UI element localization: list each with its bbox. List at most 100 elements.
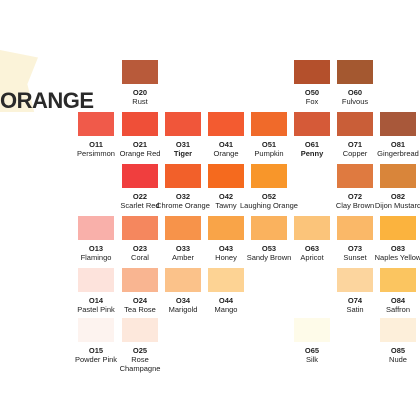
- swatch-name: Clay Brown: [335, 201, 375, 210]
- color-swatch: [380, 216, 416, 240]
- swatch-label: O41 Orange: [196, 140, 256, 158]
- swatch-label: O44 Mango: [196, 296, 256, 314]
- swatch-name: Pumpkin: [254, 149, 284, 158]
- swatch-name: Laughing Orange: [240, 201, 298, 210]
- color-swatch: [294, 112, 330, 136]
- swatch-code: O21: [132, 140, 148, 149]
- swatch-name: Rust: [132, 97, 148, 106]
- swatch-label: O81 Gingerbread: [368, 140, 420, 158]
- color-swatch: [122, 216, 158, 240]
- swatch-label: O73 Sunset: [325, 244, 385, 262]
- swatch-code: O63: [304, 244, 320, 253]
- swatch-name: Penny: [300, 149, 324, 158]
- swatch-label: O85 Nude: [368, 346, 420, 364]
- swatch-name: Tea Rose: [124, 305, 156, 314]
- swatch-code: O41: [218, 140, 234, 149]
- swatch-name: Saffron: [385, 305, 411, 314]
- color-swatch: [165, 112, 201, 136]
- swatch-code: O31: [175, 140, 191, 149]
- color-swatch: [294, 60, 330, 84]
- swatch-name: Tawny: [215, 201, 237, 210]
- color-swatch: [208, 164, 244, 188]
- swatch-label: O72 Clay Brown: [325, 192, 385, 210]
- swatch-name: Coral: [131, 253, 149, 262]
- swatch-label: O82 Dijon Mustard: [368, 192, 420, 210]
- swatch-label: O21 Orange Red: [110, 140, 170, 158]
- color-swatch: [122, 268, 158, 292]
- color-swatch: [208, 112, 244, 136]
- swatch-name: Fulvous: [341, 97, 369, 106]
- swatch-label: O43 Honey: [196, 244, 256, 262]
- color-swatch: [165, 164, 201, 188]
- swatch-code: O51: [261, 140, 277, 149]
- color-swatch: [251, 216, 287, 240]
- swatch-label: O84 Saffron: [368, 296, 420, 314]
- swatch-code: O34: [175, 296, 191, 305]
- swatch-code: O14: [88, 296, 104, 305]
- swatch-code: O15: [88, 346, 104, 355]
- swatch-code: O33: [175, 244, 191, 253]
- color-swatch: [122, 112, 158, 136]
- swatch-name: Fox: [305, 97, 319, 106]
- color-swatch: [251, 164, 287, 188]
- swatch-name: Naples Yellow: [374, 253, 420, 262]
- swatch-code: O81: [390, 140, 406, 149]
- swatch-label: O42 Tawny: [196, 192, 256, 210]
- color-swatch: [251, 112, 287, 136]
- swatch-name: Powder Pink: [74, 355, 118, 364]
- swatch-name: Persimmon: [77, 149, 115, 158]
- swatch-name: Marigold: [168, 305, 198, 314]
- swatch-code: O23: [132, 244, 148, 253]
- swatch-name: Nude: [389, 355, 407, 364]
- color-swatch: [294, 216, 330, 240]
- color-swatch: [294, 318, 330, 342]
- swatch-code: O71: [347, 140, 363, 149]
- swatch-code: O50: [304, 88, 320, 97]
- color-swatch: [337, 60, 373, 84]
- swatch-label: O15 Powder Pink: [66, 346, 126, 364]
- color-swatch: [208, 216, 244, 240]
- color-swatch: [337, 112, 373, 136]
- swatch-name: Satin: [346, 305, 364, 314]
- swatch-label: O22 Scarlet Red: [110, 192, 170, 210]
- swatch-label: O20 Rust: [110, 88, 170, 106]
- swatch-name: Tiger: [173, 149, 193, 158]
- color-swatch: [380, 318, 416, 342]
- color-swatch: [78, 216, 114, 240]
- swatch-code: O65: [304, 346, 320, 355]
- color-swatch: [380, 268, 416, 292]
- swatch-code: O72: [347, 192, 363, 201]
- swatch-label: O11 Persimmon: [66, 140, 126, 158]
- swatch-label: O24 Tea Rose: [110, 296, 170, 314]
- swatch-name: Orange: [213, 149, 239, 158]
- swatch-label: O33 Amber: [153, 244, 213, 262]
- swatch-code: O42: [218, 192, 234, 201]
- color-swatch: [122, 60, 158, 84]
- swatch-label: O34 Marigold: [153, 296, 213, 314]
- swatch-name: Gingerbread: [377, 149, 419, 158]
- color-swatch: [208, 268, 244, 292]
- swatch-name: Rose Champagne: [119, 355, 161, 373]
- color-swatch: [337, 216, 373, 240]
- swatch-name: Copper: [342, 149, 368, 158]
- swatch-code: O83: [390, 244, 406, 253]
- swatch-code: O32: [175, 192, 191, 201]
- swatch-code: O61: [304, 140, 320, 149]
- swatch-name: Pastel Pink: [77, 305, 115, 314]
- swatch-label: O61 Penny: [282, 140, 342, 158]
- swatch-label: O63 Apricot: [282, 244, 342, 262]
- swatch-name: Flamingo: [80, 253, 112, 262]
- swatch-name: Scarlet Red: [120, 201, 160, 210]
- swatch-label: O23 Coral: [110, 244, 170, 262]
- swatch-code: O85: [390, 346, 406, 355]
- swatch-code: O25: [132, 346, 148, 355]
- swatch-code: O13: [88, 244, 104, 253]
- swatch-label: O60 Fulvous: [325, 88, 385, 106]
- color-swatch: [380, 112, 416, 136]
- color-swatch: [337, 164, 373, 188]
- swatch-label: O53 Sandy Brown: [239, 244, 299, 262]
- swatch-code: O74: [347, 296, 363, 305]
- swatch-label: O32 Chrome Orange: [153, 192, 213, 210]
- swatch-code: O11: [89, 140, 103, 149]
- swatch-label: O50 Fox: [282, 88, 342, 106]
